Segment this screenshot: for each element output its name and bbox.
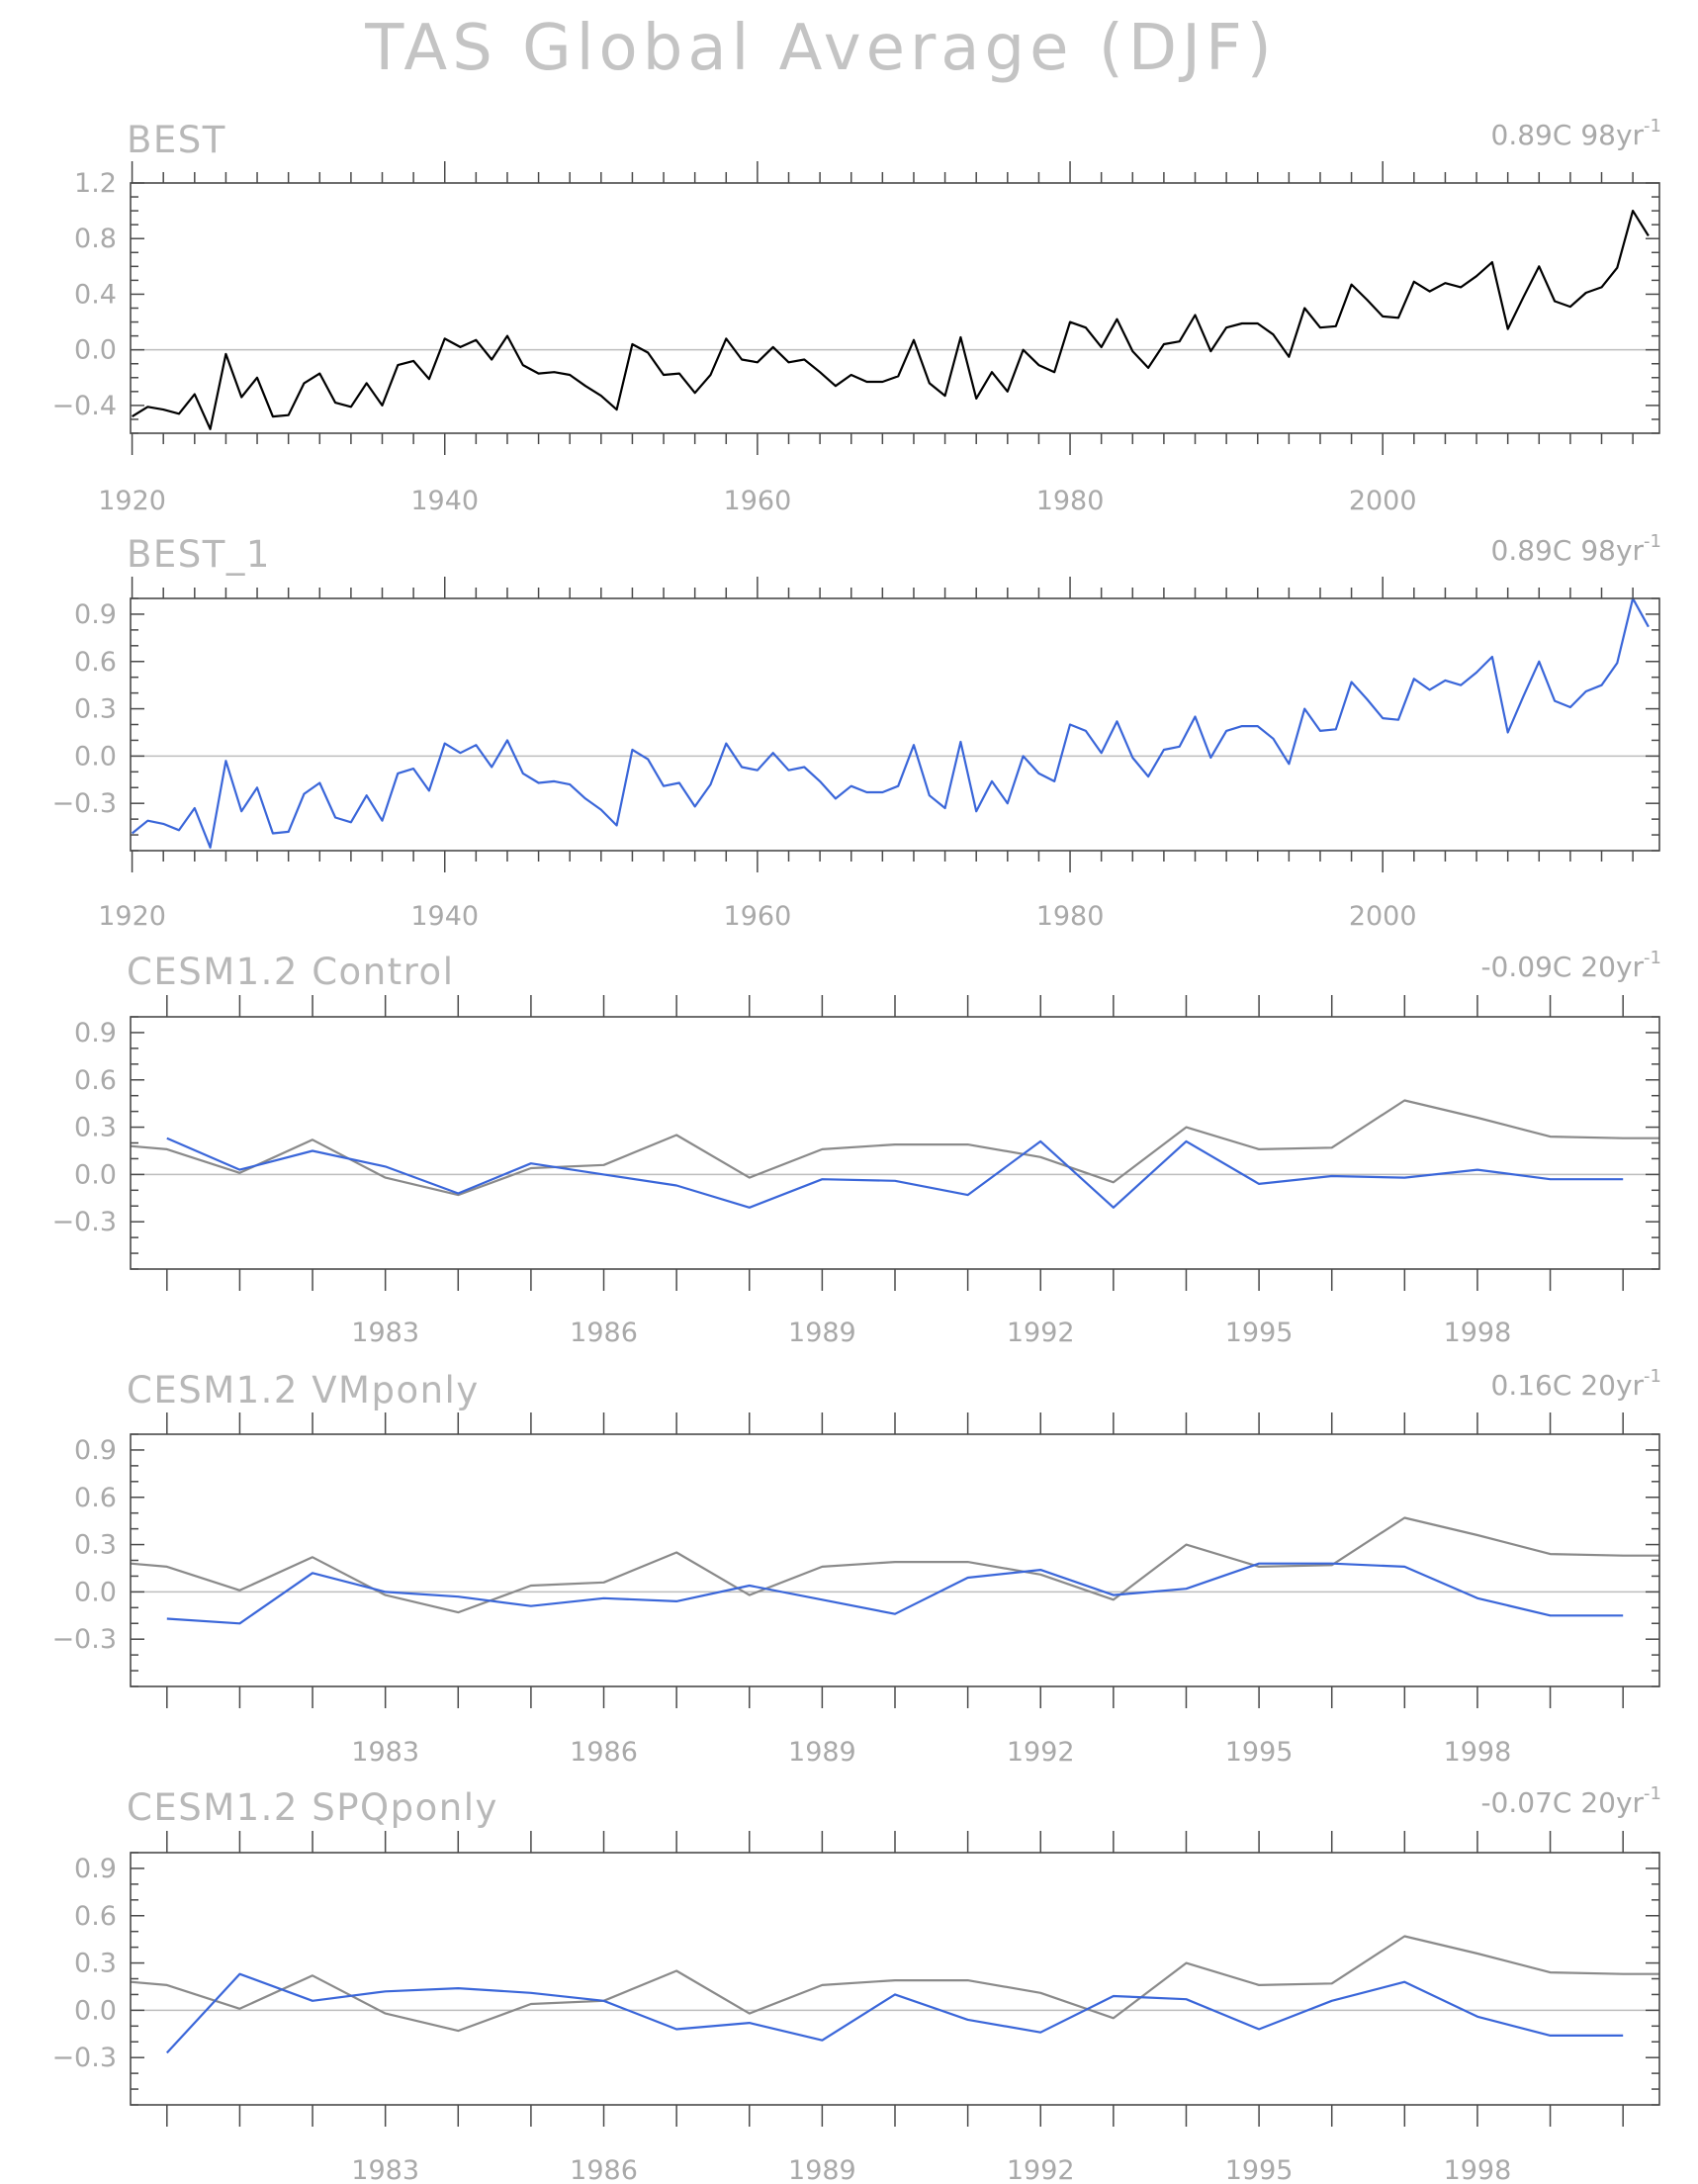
x-tick-label: 1992 [1007,1318,1075,1348]
chart-panel-3: CESM1.2 Control -0.09C 20yr-1 −0.3 0.0 0.3 0.… [51,948,1661,1348]
y-tick-label: 0.0 [74,1159,117,1190]
y-tick-label: 0.9 [74,599,117,630]
x-tick-label: 1960 [724,486,792,516]
x-tick-label: 1995 [1225,2155,1294,2184]
x-tick-label: 1960 [724,901,792,932]
y-tick-label: 0.3 [74,1530,117,1561]
trend-value: 0.89C 98yr [1491,534,1645,567]
trend-value: 0.16C 20yr [1491,1369,1645,1402]
x-tick-label: 2000 [1349,901,1417,932]
x-tick-label: 1920 [98,901,166,932]
chart-panel-2: BEST_1 0.89C 98yr-1 −0.3 0.0 0.3 0.6 0.9 1920 19… [51,531,1661,932]
y-tick-label: 0.9 [74,1435,117,1466]
y-tick-label: −0.3 [51,1624,117,1655]
series-line-2 [166,1137,1624,1209]
trend-exponent: -1 [1644,948,1661,968]
trend-exponent: -1 [1644,531,1661,552]
y-tick-label: −0.4 [51,391,117,421]
x-tick-label: 1989 [788,1318,856,1348]
series-line-1 [130,1935,1659,2033]
axis-ticks [131,161,1659,455]
x-tick-label: 1998 [1444,1318,1512,1348]
panel-trend-label: 0.89C 98yr-1 [1491,116,1661,151]
y-tick-label: −0.3 [51,2043,117,2073]
trend-exponent: -1 [1644,1366,1661,1387]
axis-ticks [131,1831,1659,2127]
x-tick-label: 1983 [351,1737,419,1768]
y-tick-label: 0.0 [74,335,117,366]
chart-panel-4: CESM1.2 VMponly 0.16C 20yr-1 −0.3 0.0 0.3 0.6… [51,1366,1661,1768]
series-line-1 [131,596,1650,849]
y-tick-label: 0.6 [74,1483,117,1513]
plot-frame [130,597,1660,852]
plot-frame [130,1433,1660,1687]
y-tick-label: 0.9 [74,1854,117,1884]
x-tick-label: 1989 [788,2155,856,2184]
x-tick-label: 1995 [1225,1737,1294,1768]
y-tick-label: 0.3 [74,1949,117,1979]
x-tick-label: 1992 [1007,1737,1075,1768]
panel-trend-label: 0.16C 20yr-1 [1491,1366,1661,1402]
plot-frame [130,1852,1660,2106]
panel-title: BEST [127,119,226,161]
y-tick-label: 0.6 [74,1065,117,1096]
x-tick-label: 1920 [98,486,166,516]
x-tick-label: 1986 [570,1737,638,1768]
y-tick-label: 0.0 [74,1995,117,2026]
x-tick-label: 1995 [1225,1318,1294,1348]
trend-exponent: -1 [1644,1783,1661,1804]
chart-panel-5: CESM1.2 SPQponly -0.07C 20yr-1 −0.3 0.0 0.3 0… [51,1783,1661,2184]
panel-title: CESM1.2 VMponly [127,1369,480,1411]
x-tick-label: 1980 [1036,486,1105,516]
x-tick-label: 1983 [351,1318,419,1348]
y-tick-label: 0.0 [74,1577,117,1607]
axis-ticks [131,995,1659,1291]
x-tick-label: 1940 [410,486,479,516]
x-tick-label: 1986 [570,2155,638,2184]
panel-title: CESM1.2 Control [127,951,454,993]
y-tick-label: 0.6 [74,647,117,678]
series-line-2 [165,1972,1624,2054]
axis-ticks [131,577,1659,872]
trend-value: -0.07C 20yr [1480,1786,1644,1819]
trend-value: 0.89C 98yr [1491,119,1645,151]
x-tick-label: 2000 [1349,486,1417,516]
panel-trend-label: -0.07C 20yr-1 [1480,1783,1661,1819]
panel-title: CESM1.2 SPQponly [127,1786,498,1829]
series-line-1 [130,1099,1659,1197]
y-tick-label: 0.3 [74,1113,117,1143]
x-tick-label: 1986 [570,1318,638,1348]
y-tick-label: −0.3 [51,1207,117,1237]
x-tick-label: 1992 [1007,2155,1075,2184]
y-tick-label: 0.9 [74,1018,117,1048]
panel-trend-label: -0.09C 20yr-1 [1480,948,1661,983]
y-tick-label: 0.0 [74,741,117,772]
plot-frame [130,1016,1660,1270]
y-tick-label: 0.3 [74,694,117,725]
panel-trend-label: 0.89C 98yr-1 [1491,531,1661,567]
series-line-1 [130,1516,1659,1614]
axis-ticks [131,1412,1659,1708]
trend-exponent: -1 [1644,116,1661,136]
series-line-2 [166,1562,1624,1625]
x-tick-label: 1940 [410,901,479,932]
chart-panel-1: BEST 0.89C 98yr-1 −0.4 0.0 0.4 0.8 1.2 1920 1940… [51,116,1661,516]
y-tick-label: −0.3 [51,788,117,819]
panel-title: BEST_1 [127,533,271,576]
trend-value: -0.09C 20yr [1480,951,1644,983]
x-tick-label: 1983 [351,2155,419,2184]
series-line-1 [132,210,1650,430]
y-tick-label: 0.4 [74,279,117,310]
x-tick-label: 1998 [1444,1737,1512,1768]
y-tick-label: 1.2 [74,168,117,199]
plot-frame [130,182,1660,434]
x-tick-label: 1989 [788,1737,856,1768]
x-tick-label: 1998 [1444,2155,1512,2184]
figure-title: TAS Global Average (DJF) [364,12,1276,85]
y-tick-label: 0.8 [74,224,117,254]
x-tick-label: 1980 [1036,901,1105,932]
y-tick-label: 0.6 [74,1901,117,1932]
